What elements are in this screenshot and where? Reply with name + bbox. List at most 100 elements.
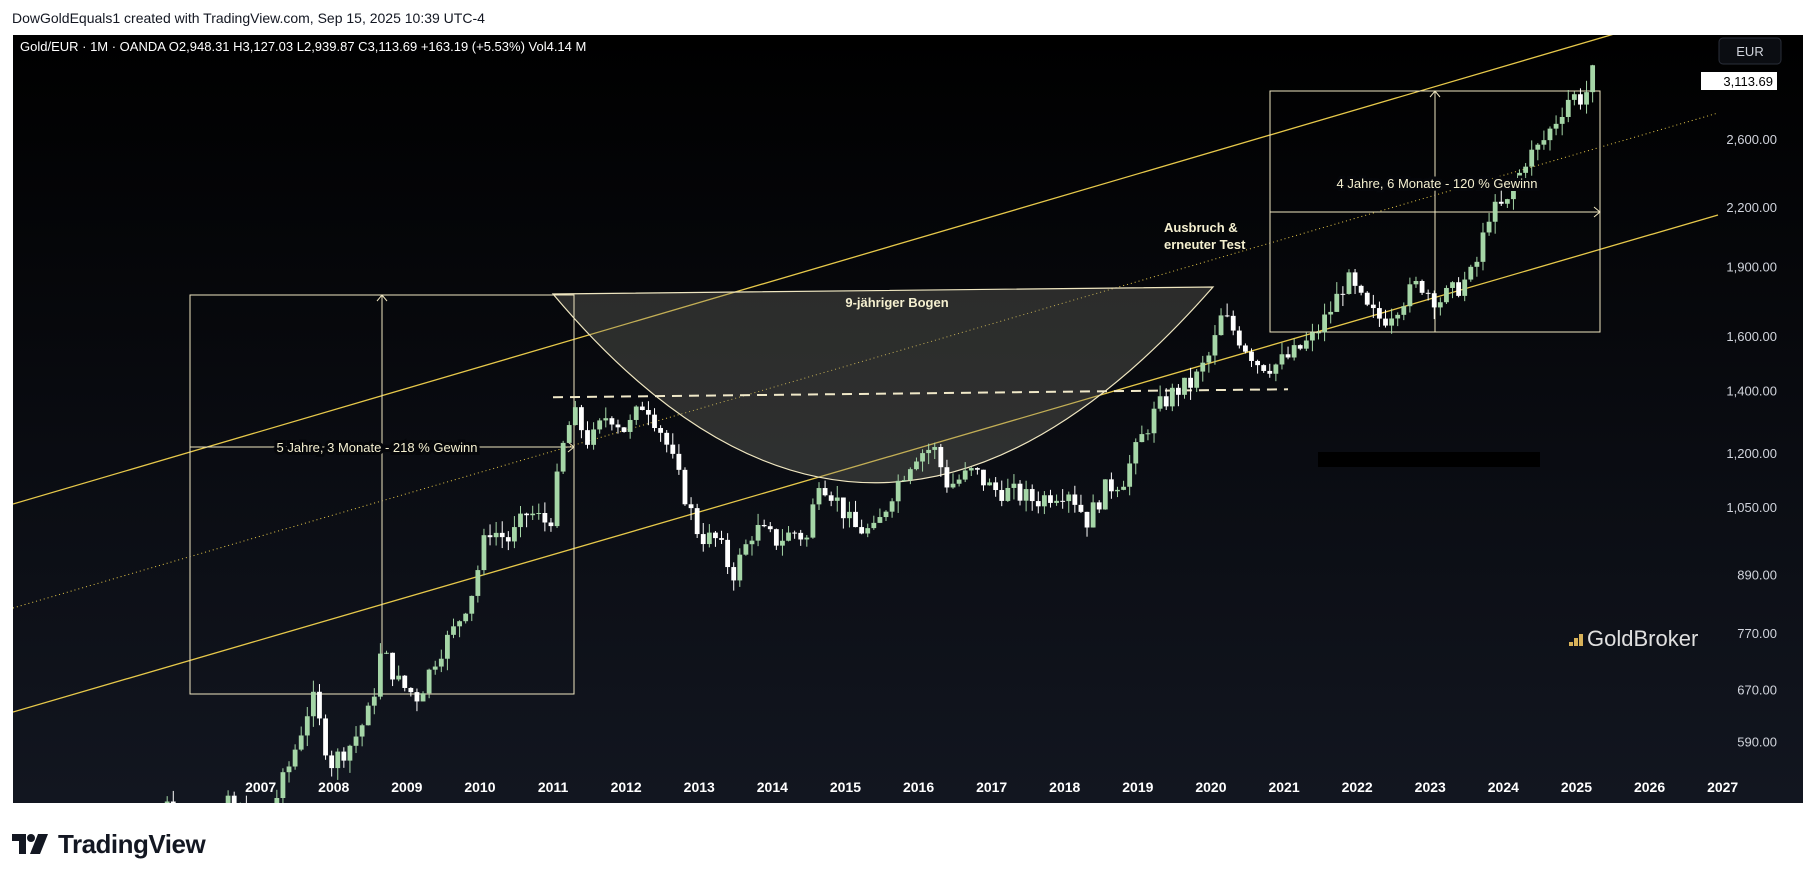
- candle-body: [1066, 494, 1072, 502]
- candle-body: [414, 692, 420, 702]
- candle-body: [1041, 495, 1047, 507]
- currency-button-bg[interactable]: [1718, 37, 1782, 65]
- candle-body: [1480, 232, 1486, 262]
- candle-body: [810, 504, 816, 538]
- y-tick-label: 2,200.00: [1726, 200, 1777, 215]
- chart-panel[interactable]: 590.00 670.00 770.00 890.00 1,050.00 1,200.00…: [13, 35, 1803, 803]
- candle-body: [566, 425, 572, 443]
- y-tick-label: 890.00: [1737, 567, 1777, 582]
- candle-body: [390, 652, 395, 680]
- x-tick-label: 2009: [391, 779, 422, 795]
- candle: [438, 649, 444, 673]
- candle: [572, 400, 578, 426]
- candle-body: [853, 511, 858, 528]
- candle: [329, 750, 335, 777]
- candle: [1188, 367, 1193, 400]
- x-tick-label: 2019: [1122, 779, 1153, 795]
- candle-body: [1358, 285, 1364, 293]
- candle: [694, 503, 700, 538]
- measure-box-2006-2011-arrowhead-up: [376, 294, 388, 302]
- candle: [1523, 163, 1529, 181]
- candle-body: [981, 469, 986, 486]
- candle-body: [493, 532, 499, 538]
- annotation-labels: Gold/EUR · 1M · OANDA O2,948.31 H3,127.0…: [20, 37, 1782, 651]
- x-tick-label: 2024: [1488, 779, 1519, 795]
- price-tag: 3,113.69: [1723, 74, 1773, 89]
- x-tick-label: 2023: [1415, 779, 1446, 795]
- candle-body: [1340, 293, 1346, 295]
- candle: [518, 505, 523, 538]
- candle: [487, 524, 493, 546]
- candle-body: [1279, 354, 1285, 365]
- candle: [1334, 282, 1340, 312]
- candle-body: [999, 490, 1005, 501]
- candle: [1504, 198, 1510, 208]
- x-tick-label: 2020: [1195, 779, 1226, 795]
- candle: [737, 548, 743, 587]
- candle-body: [353, 736, 359, 746]
- candle-body: [310, 691, 316, 717]
- y-tick-label: 1,200.00: [1726, 446, 1777, 461]
- candle-body: [1468, 266, 1474, 280]
- candle-body: [700, 534, 706, 545]
- chart-attribution: DowGoldEquals1 created with TradingView.…: [12, 10, 485, 26]
- y-tick-label: 1,900.00: [1726, 259, 1777, 274]
- candle: [475, 565, 481, 603]
- candle: [962, 462, 968, 483]
- candle-body: [518, 513, 523, 528]
- candle: [810, 498, 816, 539]
- candle-body: [524, 513, 529, 516]
- candle-body: [1474, 261, 1480, 267]
- candle-body: [560, 442, 566, 472]
- candle: [1005, 478, 1011, 502]
- candle-body: [871, 522, 877, 529]
- candle-body: [1084, 511, 1090, 528]
- candle: [1255, 359, 1260, 374]
- currency-button[interactable]: EUR: [1736, 44, 1763, 59]
- candle: [1352, 268, 1358, 295]
- candle: [1462, 271, 1468, 302]
- candle-body: [1413, 280, 1419, 285]
- candle-body: [706, 532, 712, 545]
- candle-body: [463, 613, 469, 622]
- candle-body: [907, 469, 913, 481]
- candle-body: [749, 540, 755, 545]
- x-tick-label: 2012: [611, 779, 642, 795]
- candle: [603, 407, 609, 428]
- candle: [170, 790, 176, 803]
- candle-body: [1517, 172, 1522, 188]
- price-chart[interactable]: 590.00 670.00 770.00 890.00 1,050.00 1,200.00…: [13, 35, 1803, 803]
- candle: [1230, 310, 1236, 336]
- candle-body: [877, 517, 883, 523]
- candle: [700, 523, 706, 552]
- candle-body: [554, 471, 560, 527]
- candle: [1310, 323, 1315, 352]
- candle-body: [1504, 199, 1510, 204]
- candle: [639, 401, 645, 411]
- candle: [420, 691, 426, 702]
- candle: [530, 505, 536, 521]
- candle: [1450, 281, 1455, 299]
- y-tick-label: 770.00: [1737, 626, 1777, 641]
- tradingview-logo[interactable]: TradingView: [12, 826, 206, 862]
- candle: [865, 523, 871, 538]
- candle: [798, 529, 804, 546]
- candle: [749, 536, 755, 556]
- candle-body: [1151, 408, 1157, 434]
- candle: [371, 688, 377, 715]
- candle-body: [993, 482, 999, 491]
- candle-body: [1072, 494, 1078, 505]
- candle-body: [670, 444, 676, 454]
- candle: [907, 467, 913, 485]
- candle: [548, 518, 554, 532]
- candle-body: [792, 532, 798, 534]
- candle-body: [1498, 201, 1504, 204]
- candle-body: [804, 537, 810, 540]
- candle-body: [968, 468, 974, 471]
- candle-body: [840, 497, 846, 519]
- candle-body: [926, 449, 932, 454]
- candle-body: [1389, 318, 1395, 326]
- candle: [493, 521, 499, 546]
- candle: [676, 444, 682, 475]
- candle-body: [365, 705, 371, 726]
